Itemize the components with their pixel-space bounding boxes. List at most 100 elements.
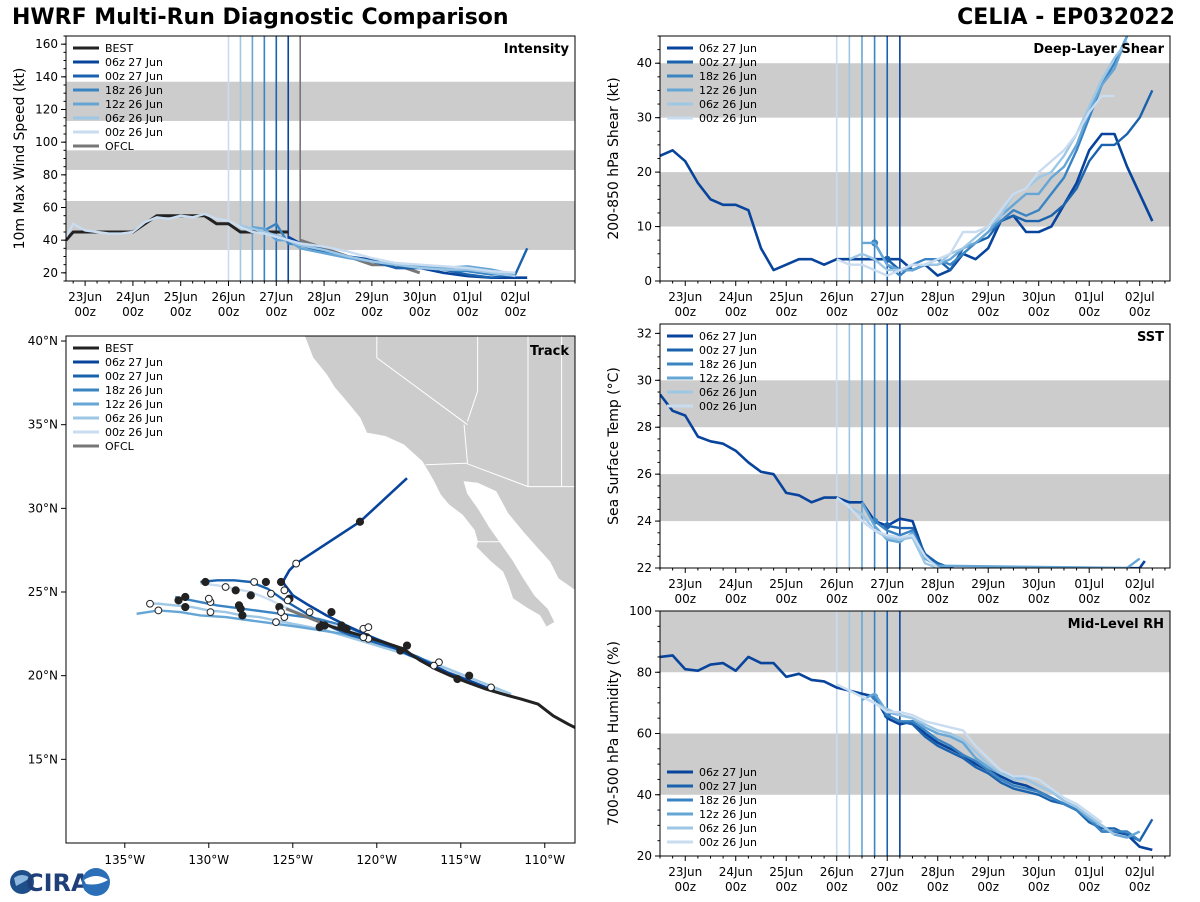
shear-xtick-label-date: 25Jun <box>769 290 803 304</box>
intensity-xtick-label-date: 25Jun <box>164 290 198 304</box>
intensity-series-best <box>66 214 289 242</box>
shear-xtick-label-date: 28Jun <box>921 290 955 304</box>
shear-ytick-label: 40 <box>637 56 652 70</box>
rh-series-00z-26-jun <box>836 683 1103 824</box>
sst-xtick-label-hour: 00z <box>674 592 696 606</box>
track-marker-best <box>453 674 462 684</box>
rh-legend-label: 18z 26 Jun <box>699 794 757 807</box>
shear-xtick-label-hour: 00z <box>977 305 999 319</box>
land-border-0 <box>376 336 468 426</box>
track-marker-forecast <box>277 608 285 616</box>
sst-xtick-label-hour: 00z <box>1078 592 1100 606</box>
intensity-xtick-label-hour: 00z <box>313 305 335 319</box>
shear-series-12z-26-jun <box>862 36 1129 272</box>
track-marker-forecast <box>280 613 289 622</box>
storm-id-title: CELIA - EP032022 <box>957 5 1175 30</box>
intensity-series-06z-26-jun <box>240 224 516 278</box>
rh-series-12z-26-jun <box>861 692 1141 839</box>
track-marker-forecast <box>305 608 314 616</box>
shear-xtick-label-date: 23Jun <box>668 290 702 304</box>
rh-xtick-label-hour: 00z <box>927 880 949 894</box>
intensity-xtick-label-date: 27Jun <box>259 290 293 304</box>
intensity-band-2 <box>66 81 575 121</box>
track-marker-forecast <box>364 634 373 643</box>
rh-series-00z-27-jun <box>886 714 1154 842</box>
track-ytick-label: 15°N <box>28 752 58 766</box>
sst-init-marker-00z-27-jun <box>883 522 891 530</box>
track-series-06z-26-jun <box>148 602 512 696</box>
intensity-legend-label: 00z 27 Jun <box>105 70 163 83</box>
track-marker-best <box>342 624 351 633</box>
track-marker-best <box>327 607 336 617</box>
shear-legend-label: 12z 26 Jun <box>699 84 757 97</box>
shear-xtick-label-hour: 00z <box>1129 305 1151 319</box>
sst-legend-label: 06z 27 Jun <box>699 330 757 343</box>
shear-xtick-label-hour: 00z <box>876 305 898 319</box>
intensity-xtick-label-hour: 00z <box>74 305 96 319</box>
shear-band-0 <box>660 172 1170 227</box>
track-marker-forecast <box>292 559 301 568</box>
rh-xtick-label-hour: 00z <box>977 880 999 894</box>
track-frame <box>65 335 576 844</box>
shear-xtick-label-date: 01Jul <box>1074 290 1104 304</box>
track-marker-forecast <box>280 586 289 595</box>
track-marker-forecast <box>221 583 230 591</box>
sst-ytick-label: 30 <box>637 373 652 387</box>
sst-legend-label: 00z 26 Jun <box>699 400 757 413</box>
land-mainland <box>304 336 575 628</box>
cira-logo: CIRA <box>6 866 116 902</box>
intensity-frame <box>65 35 576 282</box>
track-marker-forecast <box>206 598 215 606</box>
track-marker-forecast <box>204 594 213 603</box>
land-layer <box>304 336 575 628</box>
sst-legend-label: 18z 26 Jun <box>699 358 757 371</box>
sst-xtick-label-hour: 00z <box>927 592 949 606</box>
track-marker-best <box>315 623 324 632</box>
track-marker-best <box>246 591 255 600</box>
sst-xtick-label-hour: 00z <box>977 592 999 606</box>
track-series-00z-27-jun <box>200 579 437 667</box>
rh-xtick-label-date: 25Jun <box>769 865 803 879</box>
track-xtick-label: 115°W <box>440 853 481 867</box>
rh-ytick-label: 80 <box>637 665 652 679</box>
sst-ytick-label: 32 <box>637 326 652 340</box>
rh-init-marker-00z-27-jun <box>883 711 891 719</box>
track-marker-forecast <box>283 596 292 605</box>
intensity-series-12z-26-jun <box>252 225 516 276</box>
rh-ylabel: 700-500 hPa Humidity (%) <box>606 641 622 826</box>
shear-xtick-label-hour: 00z <box>775 305 797 319</box>
track-title: Track <box>530 344 569 359</box>
shear-xtick-label-date: 02Jul <box>1125 290 1155 304</box>
rh-xtick-label-hour: 00z <box>674 880 696 894</box>
intensity-series-00z-26-jun <box>66 212 516 274</box>
shear-band-1 <box>660 63 1170 118</box>
rh-xtick-label-hour: 00z <box>1129 880 1151 894</box>
intensity-series-18z-26-jun <box>263 222 516 276</box>
rh-series-06z-27-jun <box>660 654 1153 852</box>
track-marker-best <box>337 621 346 630</box>
intensity-xtick-label-date: 24Jun <box>116 290 150 304</box>
track-legend-label: 18z 26 Jun <box>105 384 163 397</box>
intensity-xtick-label-date: 28Jun <box>307 290 341 304</box>
sst-panel: 22242628303223Jun00z24Jun00z25Jun00z26Ju… <box>606 323 1171 606</box>
shear-legend-label: 06z 26 Jun <box>699 98 757 111</box>
rh-xtick-label-hour: 00z <box>1028 880 1050 894</box>
track-marker-forecast <box>154 606 163 615</box>
rh-xtick-label-hour: 00z <box>826 880 848 894</box>
track-marker-best <box>355 517 365 526</box>
shear-legend-label: 18z 26 Jun <box>699 70 757 83</box>
intensity-ytick-label: 140 <box>35 70 58 84</box>
shear-legend-label: 00z 27 Jun <box>699 56 757 69</box>
intensity-xtick-label-hour: 00z <box>122 305 144 319</box>
intensity-xtick-label-date: 30Jun <box>403 290 437 304</box>
shear-ylabel: 200-850 hPa Shear (kt) <box>606 77 622 239</box>
rh-legend-label: 06z 27 Jun <box>699 766 757 779</box>
track-marker-best <box>174 596 183 605</box>
shear-xtick-label-hour: 00z <box>826 305 848 319</box>
sst-title: SST <box>1137 330 1164 345</box>
intensity-xtick-label-hour: 00z <box>457 305 479 319</box>
intensity-panel: 2040608010012014016023Jun00z24Jun00z25Ju… <box>12 35 576 319</box>
track-ytick-label: 20°N <box>28 669 58 683</box>
track-ytick-label: 40°N <box>28 334 58 348</box>
